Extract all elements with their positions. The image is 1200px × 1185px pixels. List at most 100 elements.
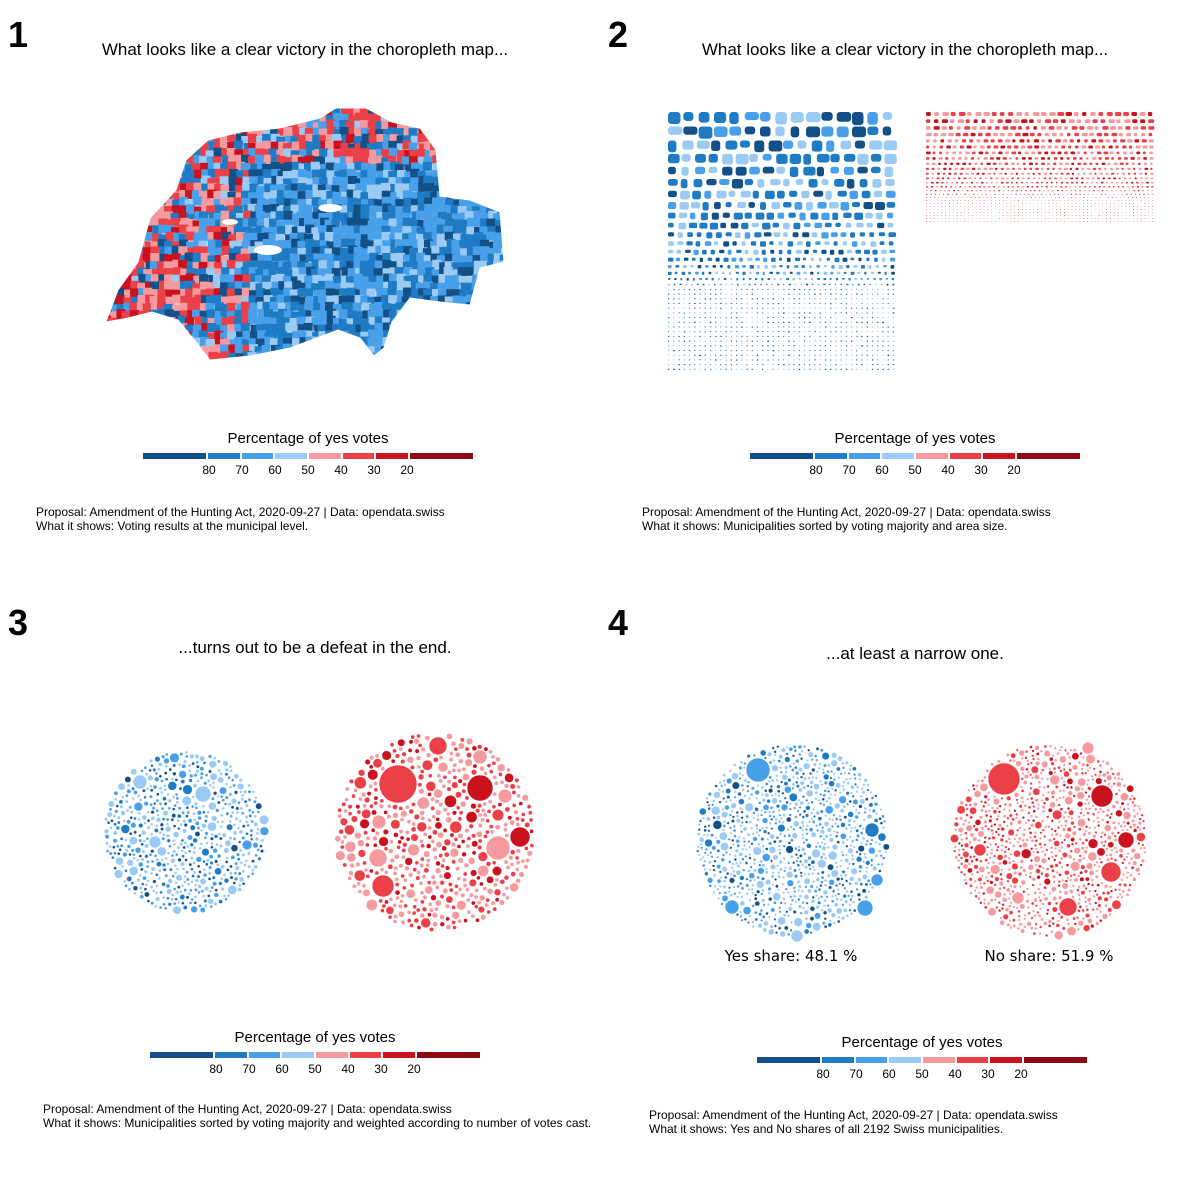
yes-municipality (772, 222, 780, 228)
no-municipality (1111, 181, 1114, 184)
yes-municipality (882, 307, 884, 309)
yes-municipality (871, 345, 873, 347)
municipality (381, 245, 391, 255)
yes-municipality (877, 335, 879, 337)
no-municipality (1139, 197, 1142, 198)
no-municipality (1087, 203, 1088, 205)
yes-municipality (763, 257, 768, 263)
municipality (388, 281, 398, 291)
yes-municipality (892, 312, 895, 314)
municipality (250, 273, 260, 283)
no-municipality (926, 206, 927, 208)
municipality (459, 289, 469, 299)
municipality (268, 324, 278, 334)
municipality (354, 267, 364, 277)
municipality (192, 163, 202, 173)
no-municipality (1066, 172, 1070, 175)
no-municipality (1052, 132, 1057, 137)
municipality (207, 189, 217, 199)
municipality (214, 255, 224, 265)
municipality (276, 176, 286, 186)
yes-municipality (830, 340, 832, 342)
no-municipality (1033, 221, 1035, 223)
municipality (150, 142, 160, 152)
yes-municipality (704, 241, 712, 246)
municipality (241, 241, 251, 251)
no-municipality (975, 215, 977, 217)
municipality (186, 182, 196, 192)
yes-municipality (819, 335, 821, 337)
no-municipality (941, 181, 944, 184)
municipality (325, 134, 335, 144)
municipality (353, 350, 363, 360)
yes-municipality (673, 317, 675, 319)
municipality (242, 170, 252, 180)
municipality (250, 324, 260, 334)
no-municipality (1048, 203, 1050, 205)
yes-municipality (835, 345, 837, 347)
yes-municipality (695, 241, 701, 247)
yes-municipality (741, 345, 743, 347)
yes-municipality (761, 249, 766, 255)
yes-municipality (695, 271, 699, 275)
no-municipality (1047, 162, 1051, 165)
yes-municipality (866, 307, 869, 309)
municipality (156, 261, 166, 271)
no-municipality (973, 119, 978, 123)
municipality (458, 367, 467, 376)
municipality-bubble (115, 825, 121, 831)
yes-municipality (816, 153, 830, 163)
municipality (339, 108, 349, 109)
municipality (381, 108, 391, 118)
municipality (479, 170, 489, 180)
municipality (221, 359, 231, 360)
municipality (368, 213, 378, 223)
yes-municipality (715, 359, 717, 361)
no-municipality (935, 186, 938, 188)
municipality (228, 175, 238, 185)
yes-municipality (845, 368, 848, 370)
no-municipality (933, 126, 940, 130)
no-municipality (1142, 145, 1148, 149)
municipality-bubble (146, 899, 151, 903)
no-municipality (1147, 193, 1149, 195)
municipality-bubble (175, 874, 183, 882)
municipality (403, 108, 413, 118)
yes-municipality (837, 190, 847, 197)
yes-municipality (877, 317, 879, 318)
yes-municipality (882, 321, 884, 324)
municipality (117, 234, 127, 244)
municipality (362, 276, 372, 286)
yes-municipality (776, 153, 788, 164)
municipality (466, 168, 476, 178)
municipality-bubble (228, 792, 233, 797)
no-municipality (959, 186, 962, 188)
municipality (137, 351, 147, 360)
yes-municipality (742, 283, 745, 286)
yes-municipality (725, 293, 727, 295)
yes-municipality (830, 331, 832, 333)
municipality (509, 143, 518, 152)
municipality (340, 234, 350, 244)
no-municipality (1103, 151, 1109, 155)
no-municipality (977, 132, 983, 137)
legend-color-bar (143, 453, 473, 459)
municipality (248, 148, 258, 158)
municipality (276, 226, 286, 236)
no-municipality (1088, 190, 1091, 192)
municipality (423, 232, 433, 242)
no-municipality (1044, 209, 1046, 211)
no-municipality (1021, 157, 1026, 160)
yes-municipality (783, 232, 788, 237)
yes-municipality (699, 321, 701, 323)
municipality (388, 147, 398, 157)
municipality (354, 161, 364, 171)
no-municipality (1129, 151, 1133, 155)
municipality (313, 156, 323, 166)
yes-municipality (668, 359, 669, 361)
no-municipality (986, 197, 988, 198)
no-municipality (1006, 167, 1010, 170)
yes-municipality (720, 349, 722, 352)
no-municipality (1102, 209, 1103, 211)
municipality (395, 359, 405, 360)
